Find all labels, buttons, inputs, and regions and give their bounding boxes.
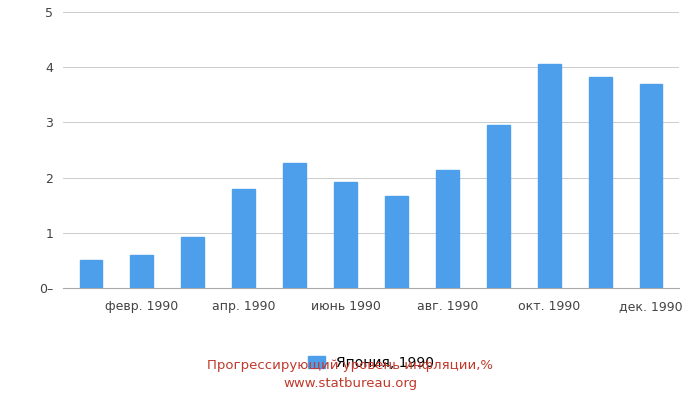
Legend: Япония, 1990: Япония, 1990	[308, 356, 434, 370]
Bar	[130, 255, 153, 288]
Text: www.statbureau.org: www.statbureau.org	[283, 378, 417, 390]
Bar	[436, 170, 459, 288]
Bar	[589, 77, 612, 288]
Text: Прогрессирующий уровень инфляции,%: Прогрессирующий уровень инфляции,%	[207, 360, 493, 372]
Bar	[334, 182, 357, 288]
Bar	[640, 84, 662, 288]
Bar	[284, 163, 306, 288]
Bar	[80, 260, 102, 288]
Bar	[181, 237, 204, 288]
Bar	[232, 189, 256, 288]
Bar	[538, 64, 561, 288]
Bar	[486, 125, 510, 288]
Bar	[385, 196, 408, 288]
